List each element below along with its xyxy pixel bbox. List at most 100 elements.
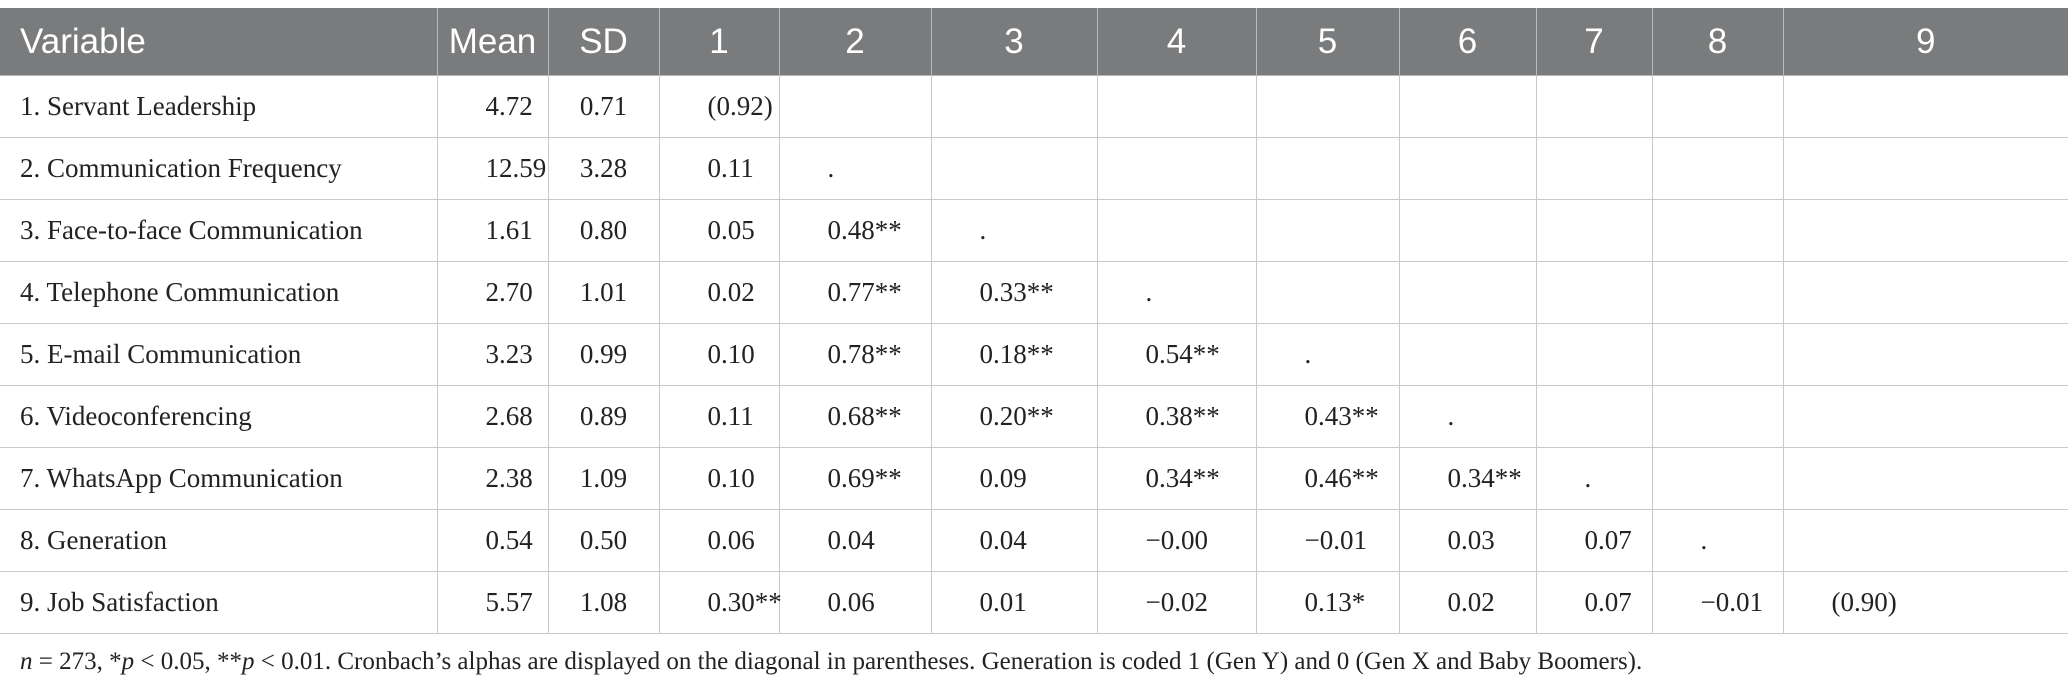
correlation-cell-1: 0.11 [659,385,780,448]
correlation-cell-3 [931,75,1098,138]
mean-cell: 2.70 [437,261,549,324]
correlation-cell-9 [1783,447,2068,510]
correlation-cell-6: . [1399,385,1537,448]
correlation-table: Variable Mean SD 1 2 3 4 5 6 7 8 9 1. Se… [0,8,2068,634]
correlation-cell-1: 0.06 [659,509,780,572]
correlation-cell-5: . [1256,323,1400,386]
mean-cell: 4.72 [437,75,549,138]
sd-cell: 1.01 [548,261,660,324]
correlation-cell-9: (0.90) [1783,571,2068,634]
correlation-cell-9 [1783,137,2068,200]
table-row: 4. Telephone Communication 2.70 1.01 0.02 0.… [0,261,2068,324]
variable-cell: 8. Generation [0,509,438,572]
correlation-cell-8 [1652,137,1784,200]
correlation-cell-2: 0.69** [779,447,932,510]
correlation-cell-9 [1783,385,2068,448]
mean-cell: 5.57 [437,571,549,634]
sd-cell: 0.99 [548,323,660,386]
header-col-1: 1 [659,8,780,76]
correlation-cell-8 [1652,323,1784,386]
correlation-cell-9 [1783,75,2068,138]
correlation-cell-5: 0.46** [1256,447,1400,510]
note-n-value: = 273, * [32,648,122,675]
table-row: 6. Videoconferencing 2.68 0.89 0.11 0.68** 0.… [0,385,2068,448]
correlation-cell-2: 0.06 [779,571,932,634]
note-p1-label: p [121,648,135,675]
table-row: 1. Servant Leadership 4.72 0.71 (0.92) [0,75,2068,138]
correlation-cell-4 [1097,75,1257,138]
correlation-cell-1: (0.92) [659,75,780,138]
table-note: n = 273, *p < 0.05, **p < 0.01. Cronbach… [20,648,1642,676]
correlation-cell-1: 0.11 [659,137,780,200]
sd-cell: 1.09 [548,447,660,510]
mean-cell: 2.38 [437,447,549,510]
correlation-cell-4 [1097,199,1257,262]
correlation-cell-3 [931,137,1098,200]
correlation-cell-8 [1652,199,1784,262]
note-p1-value: < 0.05, ** [134,648,242,675]
correlation-cell-3: 0.18** [931,323,1098,386]
correlation-cell-9 [1783,261,2068,324]
header-mean: Mean [437,8,549,76]
correlation-cell-6 [1399,137,1537,200]
header-variable: Variable [0,8,438,76]
correlation-table-container: Variable Mean SD 1 2 3 4 5 6 7 8 9 1. Se… [0,8,2068,634]
correlation-cell-5: 0.13* [1256,571,1400,634]
correlation-cell-3: 0.33** [931,261,1098,324]
correlation-cell-5 [1256,75,1400,138]
variable-cell: 2. Communication Frequency [0,137,438,200]
variable-cell: 5. E-mail Communication [0,323,438,386]
variable-cell: 4. Telephone Communication [0,261,438,324]
mean-cell: 2.68 [437,385,549,448]
note-p2-label: p [241,648,255,675]
correlation-cell-3: . [931,199,1098,262]
correlation-cell-3: 0.01 [931,571,1098,634]
table-row: 9. Job Satisfaction 5.57 1.08 0.30** 0.06 0.0… [0,571,2068,634]
correlation-cell-2: 0.77** [779,261,932,324]
correlation-cell-2: . [779,137,932,200]
correlation-cell-6 [1399,323,1537,386]
correlation-cell-1: 0.02 [659,261,780,324]
correlation-cell-1: 0.30** [659,571,782,634]
correlation-cell-7: 0.07 [1536,571,1653,634]
correlation-cell-4: 0.34** [1097,447,1257,510]
variable-cell: 1. Servant Leadership [0,75,438,138]
correlation-cell-4 [1097,137,1257,200]
correlation-cell-8 [1652,261,1784,324]
note-n-label: n [20,648,33,675]
header-col-8: 8 [1652,8,1784,76]
correlation-cell-4: −0.00 [1097,509,1257,572]
mean-cell: 12.59 [437,137,549,200]
correlation-cell-3: 0.04 [931,509,1098,572]
correlation-cell-2: 0.04 [779,509,932,572]
header-row: Variable Mean SD 1 2 3 4 5 6 7 8 9 [0,8,2068,76]
correlation-cell-7: . [1536,447,1653,510]
header-col-4: 4 [1097,8,1257,76]
correlation-cell-2: 0.78** [779,323,932,386]
header-col-2: 2 [779,8,932,76]
mean-cell: 3.23 [437,323,549,386]
correlation-cell-7: 0.07 [1536,509,1653,572]
correlation-cell-1: 0.10 [659,447,780,510]
table-row: 8. Generation 0.54 0.50 0.06 0.04 0.04 −0.00 −0… [0,509,2068,572]
header-col-7: 7 [1536,8,1653,76]
correlation-cell-3: 0.20** [931,385,1098,448]
correlation-cell-3: 0.09 [931,447,1098,510]
correlation-cell-4: 0.38** [1097,385,1257,448]
correlation-cell-7 [1536,137,1653,200]
table-row: 7. WhatsApp Communication 2.38 1.09 0.10 0.6… [0,447,2068,510]
sd-cell: 3.28 [548,137,660,200]
correlation-cell-6: 0.34** [1399,447,1537,510]
correlation-cell-2: 0.68** [779,385,932,448]
correlation-cell-6 [1399,75,1537,138]
correlation-cell-2: 0.48** [779,199,932,262]
sd-cell: 1.08 [548,571,660,634]
correlation-cell-7 [1536,75,1653,138]
header-col-6: 6 [1399,8,1537,76]
mean-cell: 0.54 [437,509,549,572]
correlation-cell-4: 0.54** [1097,323,1257,386]
correlation-cell-8: −0.01 [1652,571,1784,634]
correlation-cell-9 [1783,509,2068,572]
variable-cell: 6. Videoconferencing [0,385,438,448]
correlation-cell-5 [1256,137,1400,200]
